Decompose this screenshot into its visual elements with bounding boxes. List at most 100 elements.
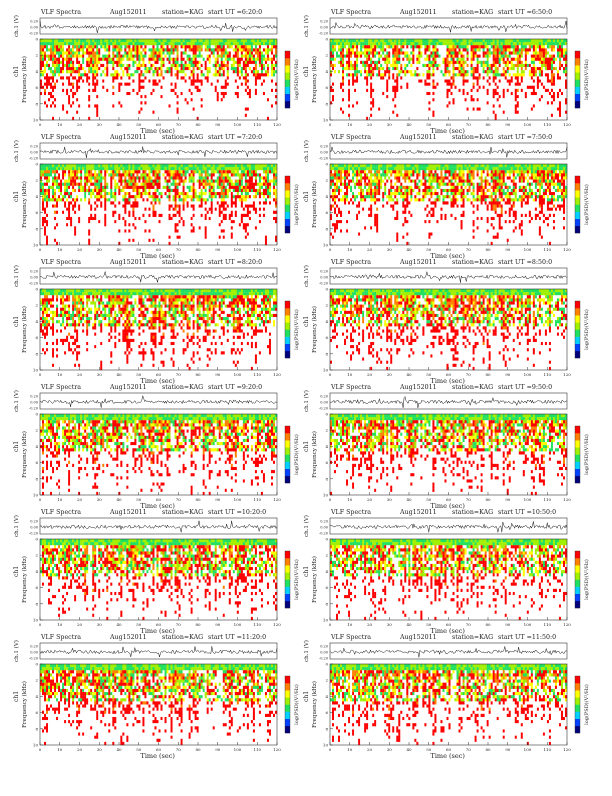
spectrogram-cell <box>100 64 102 67</box>
spectrogram-cell <box>376 80 378 83</box>
spectrogram-cell <box>263 101 265 104</box>
spectrogram-cell <box>209 39 211 42</box>
spectrogram-cell <box>197 95 199 98</box>
spectrogram-cell <box>338 101 340 104</box>
spectrogram-cell <box>76 114 78 117</box>
spectrogram-cell <box>372 95 374 98</box>
spectrogram-cell <box>225 42 227 45</box>
spectrogram-cell <box>92 58 94 61</box>
spectrogram-cell <box>197 92 199 95</box>
spectrogram-cell <box>364 83 366 86</box>
spectrogram-cell <box>416 114 418 117</box>
spectrogram-cell <box>352 117 354 120</box>
spectrogram-cell <box>444 108 446 111</box>
spectrogram-cell <box>247 114 249 117</box>
spectrogram-cell <box>189 39 191 42</box>
spectrogram-cell <box>354 42 356 45</box>
spectrogram-cell <box>46 111 48 114</box>
spectrogram-cell <box>253 45 255 48</box>
spectrogram-cell <box>235 117 237 120</box>
spectrogram-cell <box>116 39 118 42</box>
spectrogram-cell <box>384 104 386 107</box>
spectrogram-cell <box>330 92 332 95</box>
spectrogram-cell <box>376 86 378 89</box>
spectrogram-cell <box>469 76 471 79</box>
spectrogram-cell <box>432 111 434 114</box>
spectrogram-cell <box>106 55 108 58</box>
spectrogram-cell <box>249 108 251 111</box>
spectrogram-cell <box>150 70 152 73</box>
spectrogram-cell <box>225 104 227 107</box>
spectrogram-cell <box>118 51 120 54</box>
spectrogram-cell <box>449 114 451 117</box>
spectrogram-cell <box>108 70 110 73</box>
spectrogram-cell <box>171 111 173 114</box>
spectrogram-cell <box>146 58 148 61</box>
spectrogram-cell <box>70 101 72 104</box>
spectrogram-cell <box>181 104 183 107</box>
spectrogram-cell <box>461 48 463 51</box>
spectrogram-cell <box>183 98 185 101</box>
spectrogram-cell <box>446 89 448 92</box>
spectrogram-cell <box>440 48 442 51</box>
spectrogram-cell <box>436 45 438 48</box>
spectrogram-cell <box>205 39 207 42</box>
spectrogram-cell <box>118 108 120 111</box>
spectrogram-cell <box>235 101 237 104</box>
spectrogram-cell <box>469 108 471 111</box>
spectrogram-cell <box>114 95 116 98</box>
spectrogram-cell <box>449 70 451 73</box>
spectrogram-cell <box>102 111 104 114</box>
spectrogram-cell <box>344 104 346 107</box>
spectrogram-cell <box>179 61 181 64</box>
spectrogram-cell <box>46 117 48 120</box>
spectrogram-cell <box>126 101 128 104</box>
spectrogram-cell <box>463 101 465 104</box>
spectrogram-cell <box>233 64 235 67</box>
spectrogram-cell <box>231 58 233 61</box>
spectrogram-cell <box>231 61 233 64</box>
spectrogram-cell <box>114 114 116 117</box>
spectrogram-cell <box>257 98 259 101</box>
spectrogram-cell <box>215 61 217 64</box>
spectrogram-cell <box>116 104 118 107</box>
spectrogram-cell <box>136 111 138 114</box>
spectrogram-cell <box>44 83 46 86</box>
spectrogram-cell <box>394 70 396 73</box>
spectrogram-cell <box>213 51 215 54</box>
spectrogram-cell <box>161 86 163 89</box>
spectrogram-cell <box>457 92 459 95</box>
spectrogram-cell <box>44 70 46 73</box>
spectrogram-cell <box>110 98 112 101</box>
spectrogram-cell <box>102 114 104 117</box>
spectrogram-cell <box>390 111 392 114</box>
spectrogram-cell <box>169 101 171 104</box>
spectrogram-cell <box>161 51 163 54</box>
spectrogram-cell <box>354 61 356 64</box>
spectrogram-cell <box>267 67 269 70</box>
spectrogram-cell <box>132 64 134 67</box>
spectrogram-cell <box>92 55 94 58</box>
spectrogram-cell <box>213 58 215 61</box>
spectrogram-cell <box>416 64 418 67</box>
spectrogram-cell <box>161 89 163 92</box>
spectrogram-cell <box>459 39 461 42</box>
spectrogram-cell <box>396 67 398 70</box>
spectrogram-cell <box>207 45 209 48</box>
spectrogram-cell <box>440 58 442 61</box>
spectrogram-cell <box>380 76 382 79</box>
spectrogram-cell <box>48 101 50 104</box>
spectrogram-cell <box>394 58 396 61</box>
spectrogram-cell <box>66 58 68 61</box>
spectrogram-cell <box>424 86 426 89</box>
spectrogram-cell <box>231 108 233 111</box>
spectrogram-cell <box>358 104 360 107</box>
spectrogram-cell <box>64 42 66 45</box>
spectrogram-cell <box>269 89 271 92</box>
spectrogram-cell <box>163 51 165 54</box>
spectrogram-cell <box>205 70 207 73</box>
spectrogram-cell <box>467 67 469 70</box>
spectrogram-cell <box>130 89 132 92</box>
spectrogram-cell <box>82 45 84 48</box>
spectrogram-cell <box>130 64 132 67</box>
